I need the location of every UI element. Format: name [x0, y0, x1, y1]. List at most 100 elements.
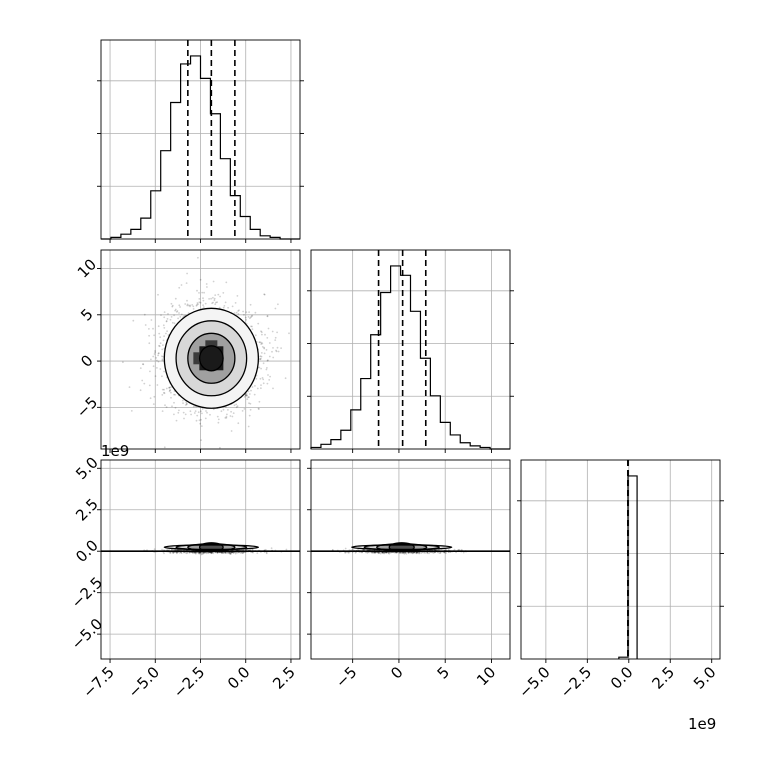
sample-point [180, 552, 183, 555]
sample-point [175, 419, 178, 422]
sample-point [285, 548, 288, 551]
sample-point [370, 551, 373, 554]
sample-point [173, 322, 176, 325]
sample-point [260, 384, 262, 386]
sample-point [159, 342, 162, 345]
sample-point [161, 355, 163, 358]
sample-point [237, 310, 240, 312]
sample-point [215, 301, 217, 304]
sample-point [191, 551, 194, 554]
sample-point [198, 301, 201, 304]
sample-point [416, 551, 419, 554]
contour-line [376, 543, 428, 552]
sample-point [381, 551, 384, 554]
sample-point [162, 355, 165, 358]
sample-point [197, 411, 200, 414]
sample-point [167, 313, 169, 315]
sample-point [163, 316, 166, 319]
sample-point [209, 413, 211, 416]
sample-point [161, 410, 164, 412]
sample-point [238, 309, 240, 312]
sample-point [197, 303, 199, 306]
sample-point [174, 308, 177, 311]
sample-point [251, 325, 253, 328]
sample-point [163, 391, 165, 394]
sample-point [225, 551, 228, 554]
sample-point [198, 552, 201, 554]
sample-point [210, 297, 213, 300]
sample-point [162, 344, 164, 346]
sample-point [250, 315, 253, 318]
sample-point [206, 286, 208, 288]
sample-point [198, 292, 200, 294]
panel-2-1: −5 0 5 10 [307, 459, 511, 691]
sample-point [443, 551, 446, 554]
sample-point [389, 551, 392, 554]
sample-point [173, 401, 175, 404]
sample-point [158, 344, 160, 347]
x-tick-label: −5 [332, 663, 360, 691]
sample-point [250, 316, 252, 319]
sample-point [182, 411, 185, 414]
sample-point [411, 551, 413, 554]
sample-point [404, 551, 407, 554]
sample-point [266, 315, 269, 318]
sample-point [248, 311, 251, 313]
sample-point [400, 552, 403, 555]
sample-point [176, 310, 179, 312]
panel-2-2: −5.0 −2.5 0.0 2.5 5.0 [515, 459, 724, 702]
sample-point [150, 319, 153, 321]
sample-point [183, 551, 185, 554]
sample-point [180, 284, 183, 286]
sample-point [202, 297, 204, 300]
sample-point [233, 404, 236, 407]
sample-point [193, 552, 196, 554]
sample-point [257, 322, 260, 325]
sample-point [222, 306, 225, 309]
sample-point [237, 422, 240, 425]
x-tick-label: −2.5 [557, 663, 595, 701]
sample-point [156, 384, 159, 386]
sample-point [128, 386, 131, 388]
sample-point [231, 415, 234, 418]
sample-point [375, 551, 377, 554]
sample-point [154, 351, 157, 354]
sample-point [426, 551, 429, 554]
sample-point [249, 408, 252, 411]
sample-point [161, 358, 164, 361]
sample-point [150, 358, 152, 361]
sample-point [223, 305, 226, 307]
sample-point [185, 403, 188, 406]
sample-point [366, 552, 369, 554]
sample-point [242, 310, 245, 313]
sample-point [252, 551, 254, 554]
sample-point [197, 551, 200, 554]
sample-point [268, 379, 271, 381]
sample-point [178, 304, 181, 307]
sample-point [243, 314, 245, 316]
sample-point [258, 400, 261, 403]
sample-point [241, 410, 244, 412]
sample-point [149, 370, 151, 373]
sample-point [403, 552, 406, 555]
sample-point [254, 311, 257, 314]
sample-point [207, 552, 210, 554]
sample-point [255, 377, 258, 380]
sample-point [170, 302, 173, 305]
sample-point [265, 551, 268, 554]
y-tick-label: 10 [74, 255, 100, 281]
sample-point [221, 552, 223, 555]
sample-point [189, 410, 192, 413]
sample-point [256, 387, 259, 390]
sample-point [212, 280, 215, 283]
sample-point [139, 367, 142, 369]
sample-point [178, 551, 181, 554]
x-tick-label: 5.0 [690, 663, 720, 693]
sample-point [224, 301, 227, 304]
sample-point [437, 551, 440, 554]
sample-point [404, 552, 407, 554]
sample-point [274, 339, 277, 341]
sample-point [222, 551, 225, 554]
sample-point [274, 336, 277, 339]
sample-point [181, 399, 184, 402]
